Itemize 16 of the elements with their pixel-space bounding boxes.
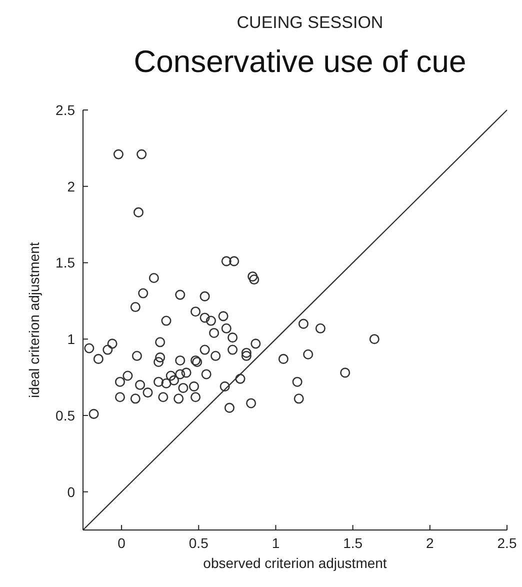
y-tick-label: 2.5 (56, 102, 76, 118)
y-tick-label: 1.5 (56, 254, 76, 271)
y-axis-title: ideal criterion adjustment (26, 242, 42, 398)
chart-title: Conservative use of cue (134, 44, 466, 79)
x-tick-label: 0 (118, 535, 126, 551)
y-tick-label: 1 (67, 331, 76, 348)
x-tick-label: 2.5 (497, 535, 517, 551)
y-tick-label: 0.5 (56, 407, 76, 424)
chart-subtitle: CUEING SESSION (236, 13, 384, 32)
x-tick-label: 0.5 (188, 535, 209, 551)
x-tick-label: 1 (272, 535, 280, 551)
x-tick-label: 2 (426, 535, 434, 551)
y-tick-label: 0 (67, 484, 76, 500)
x-tick-label: 1.5 (343, 535, 363, 551)
y-tick-label: 2 (67, 178, 76, 194)
x-axis-title: observed criterion adjustment (203, 555, 387, 571)
